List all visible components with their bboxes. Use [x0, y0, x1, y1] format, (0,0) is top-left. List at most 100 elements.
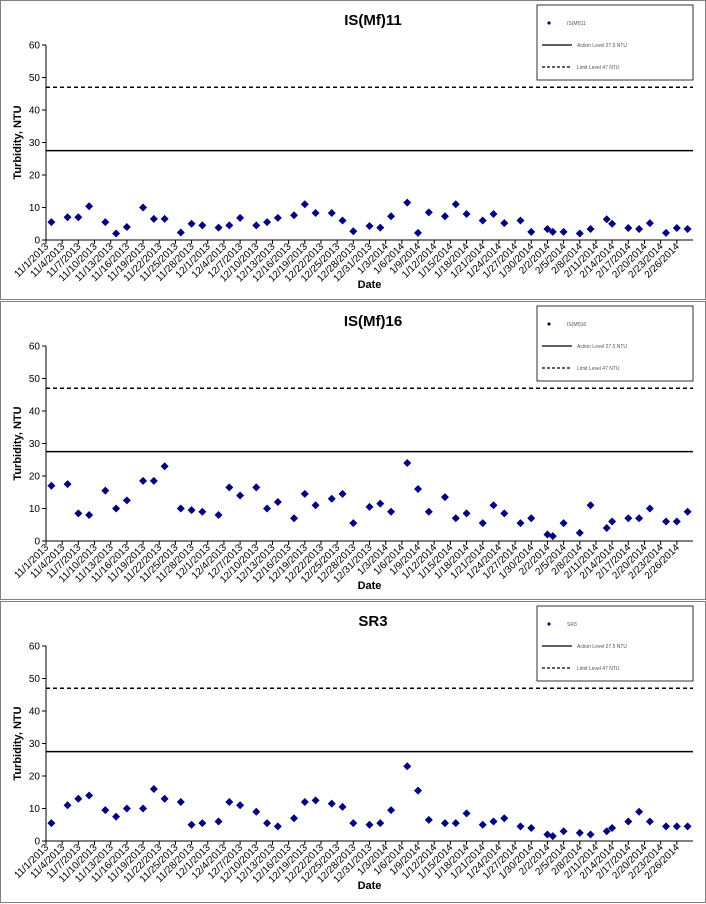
data-point — [608, 517, 617, 526]
data-point — [176, 504, 185, 513]
data-point — [273, 822, 282, 831]
data-point — [149, 785, 158, 793]
data-point — [645, 219, 654, 228]
data-point — [74, 213, 83, 222]
legend-label: Action Level 27.5 NTU — [577, 344, 627, 350]
data-point — [462, 210, 471, 218]
y-tick-label: 20 — [29, 772, 41, 783]
y-tick-label: 20 — [29, 171, 41, 182]
y-axis-title: Turbidity, NTU — [12, 105, 24, 179]
data-point — [365, 502, 374, 511]
data-point — [252, 807, 261, 816]
data-point — [214, 817, 223, 826]
data-point — [586, 501, 595, 510]
y-tick-label: 50 — [29, 674, 41, 685]
data-point — [516, 822, 525, 831]
data-point — [376, 223, 385, 232]
y-tick-label: 0 — [34, 837, 40, 848]
data-point — [645, 817, 654, 826]
data-point — [645, 504, 654, 513]
data-point — [440, 212, 449, 221]
data-point — [559, 227, 568, 236]
data-point — [478, 216, 487, 225]
data-point — [236, 801, 245, 810]
data-point — [338, 489, 347, 498]
data-point — [338, 802, 347, 811]
data-point — [263, 819, 272, 828]
y-axis-title: Turbidity, NTU — [12, 706, 24, 780]
data-point — [424, 208, 433, 217]
y-tick-label: 60 — [29, 342, 41, 353]
data-point — [300, 200, 309, 209]
y-tick-label: 60 — [29, 41, 41, 52]
y-tick-label: 20 — [29, 472, 41, 483]
data-point — [290, 514, 299, 523]
data-point — [440, 493, 449, 502]
chart-title: IS(Mf)16 — [344, 313, 402, 330]
legend-label: Limit Level 47 NTU — [577, 366, 620, 372]
data-point — [300, 489, 309, 498]
data-point — [311, 209, 320, 218]
data-point — [122, 496, 131, 505]
y-tick-label: 50 — [29, 374, 41, 385]
data-point — [47, 819, 56, 828]
y-tick-label: 30 — [29, 739, 41, 750]
data-point — [112, 229, 121, 238]
data-point — [112, 504, 121, 513]
data-point — [672, 223, 681, 232]
data-point — [516, 519, 525, 528]
data-point — [586, 224, 595, 233]
data-point — [478, 519, 487, 528]
data-point — [414, 228, 423, 237]
data-point — [101, 218, 110, 227]
data-point — [176, 798, 185, 806]
data-point — [327, 209, 336, 218]
data-point — [548, 227, 557, 236]
legend-marker — [547, 622, 551, 626]
data-point — [662, 517, 671, 526]
data-point — [403, 762, 412, 771]
data-point — [440, 819, 449, 828]
data-point — [47, 218, 56, 227]
data-point — [85, 202, 94, 211]
legend-label: Action Level 27.5 NTU — [577, 43, 627, 49]
legend-marker — [547, 322, 551, 326]
data-point — [176, 228, 185, 237]
data-point — [376, 819, 385, 828]
data-point — [149, 476, 158, 485]
legend-label: Action Level 27.5 NTU — [577, 644, 627, 650]
data-point — [602, 524, 611, 532]
x-axis-title: Date — [358, 279, 382, 291]
data-point — [575, 229, 584, 238]
y-tick-label: 30 — [29, 138, 41, 149]
data-point — [559, 827, 568, 836]
data-point — [662, 822, 671, 831]
chart-title: IS(Mf)11 — [344, 12, 402, 29]
y-tick-label: 40 — [29, 707, 41, 718]
data-point — [252, 221, 261, 230]
data-point — [214, 223, 223, 232]
data-point — [225, 798, 234, 806]
data-point — [225, 483, 234, 492]
data-point — [387, 507, 396, 516]
data-point — [376, 499, 385, 508]
data-point — [236, 491, 245, 500]
data-point — [548, 832, 557, 841]
data-point — [489, 501, 498, 510]
data-point — [365, 222, 374, 231]
data-point — [85, 511, 94, 519]
y-tick-label: 10 — [29, 804, 41, 815]
data-point — [575, 528, 584, 537]
y-tick-label: 40 — [29, 407, 41, 418]
data-point — [451, 514, 460, 523]
data-point — [624, 223, 633, 232]
data-point — [489, 210, 498, 218]
data-point — [273, 498, 282, 506]
data-point — [160, 462, 169, 471]
data-point — [349, 819, 358, 828]
data-point — [349, 227, 358, 236]
data-point — [187, 820, 196, 829]
data-point — [602, 827, 611, 836]
